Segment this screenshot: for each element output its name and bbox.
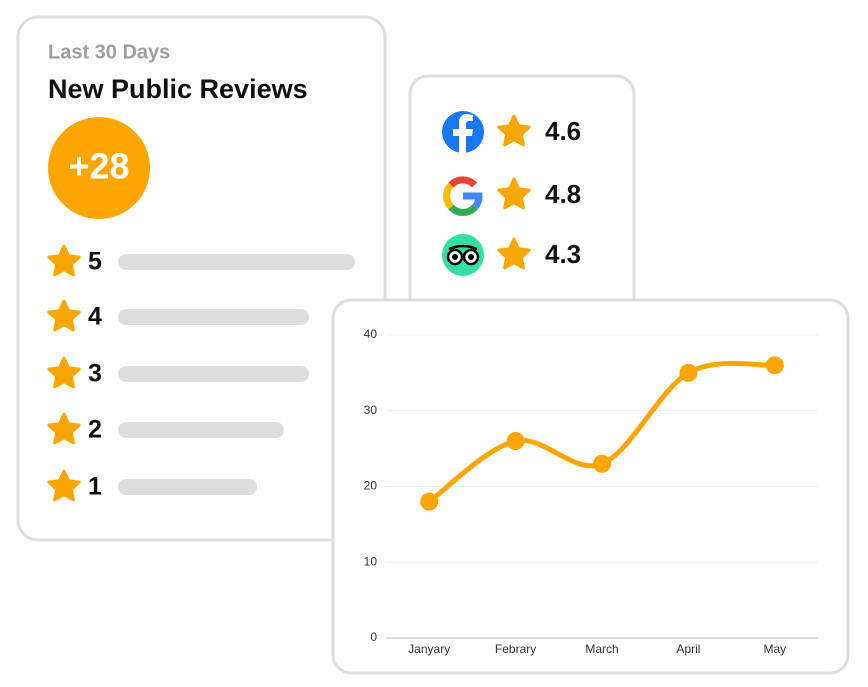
point (420, 492, 439, 511)
point (593, 454, 611, 473)
star-level: 2 (88, 416, 102, 444)
google-icon (443, 176, 483, 216)
x-tick-label: April (676, 642, 700, 656)
x-tick-label: Janyary (408, 642, 450, 656)
badge (48, 117, 150, 219)
tripadvisor-eyes (446, 244, 480, 266)
placeholder-bar (118, 422, 284, 438)
y-tick-label: 10 (364, 554, 378, 568)
star-icon (497, 177, 531, 210)
y-tick-label: 40 (364, 327, 378, 341)
star-level: 5 (88, 248, 102, 276)
x-tick-label: March (585, 642, 618, 656)
point (765, 356, 784, 375)
y-tick-label: 30 (364, 403, 378, 417)
placeholder-bar (118, 309, 309, 325)
point (506, 432, 525, 451)
star-icon (497, 114, 531, 147)
star-icon (47, 356, 81, 389)
placeholder-bar (118, 254, 355, 270)
placeholder-bar (118, 479, 257, 495)
star-level: 1 (88, 473, 102, 501)
y-tick-label: 0 (370, 630, 377, 644)
star-level: 4 (88, 303, 102, 331)
star-icon (47, 469, 81, 502)
badge-text: +28 (68, 146, 129, 187)
rating-value: 4.8 (545, 179, 581, 209)
star-icon (47, 412, 81, 445)
placeholder-bar (118, 366, 309, 382)
rating-value: 4.6 (545, 116, 581, 146)
x-tick-label: May (763, 642, 786, 656)
point (679, 363, 698, 382)
y-tick-label: 20 (364, 479, 378, 493)
star-icon (47, 299, 81, 332)
subtitle: Last 30 Days (48, 41, 170, 63)
star-icon (47, 244, 81, 277)
title: New Public Reviews (48, 74, 308, 104)
rating-value: 4.3 (545, 239, 581, 269)
x-tick-label: Febrary (495, 642, 536, 656)
star-icon (497, 237, 531, 270)
facebook-f (453, 114, 473, 153)
star-level: 3 (88, 360, 102, 388)
